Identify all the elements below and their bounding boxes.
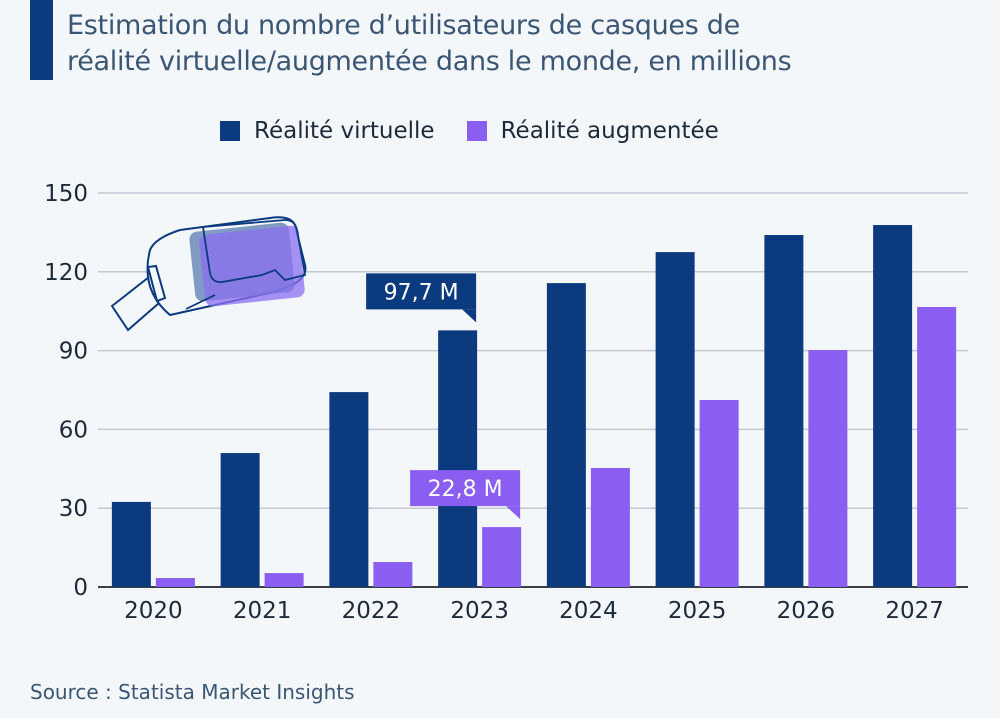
- y-tick-label: 30: [59, 496, 88, 522]
- x-tick-label: 2026: [777, 598, 836, 624]
- bar-vr-2021: [220, 453, 260, 587]
- callout-box: [366, 273, 477, 310]
- callout-pointer: [506, 506, 521, 520]
- callout-box: [410, 470, 521, 507]
- bar-ar-2027: [917, 306, 957, 587]
- bar-ar-2025: [699, 399, 739, 587]
- callout-label: 22,8 M: [428, 477, 503, 502]
- bar-vr-2024: [546, 283, 586, 587]
- chart-title-line-2: réalité virtuelle/augmentée dans le mond…: [67, 46, 792, 77]
- legend-swatch-ar: [466, 121, 487, 141]
- chart-title: Estimation du nombre d’utilisateurs de c…: [67, 8, 792, 80]
- callout-pointer: [462, 309, 477, 323]
- chart-title-line-1: Estimation du nombre d’utilisateurs de c…: [67, 10, 740, 41]
- bar-vr-2023: [438, 330, 478, 587]
- x-tick-label: 2020: [124, 598, 183, 624]
- x-tick-label: 2025: [668, 598, 727, 624]
- bar-ar-2026: [808, 350, 848, 587]
- bar-vr-2020: [111, 501, 151, 587]
- x-tick-label: 2021: [233, 598, 292, 624]
- x-tick-label: 2024: [559, 598, 618, 624]
- bar-ar-2020: [155, 578, 195, 587]
- x-tick-label: 2023: [450, 598, 509, 624]
- callout-label: 97,7 M: [384, 280, 459, 305]
- bar-ar-2024: [590, 468, 630, 587]
- y-tick-label: 0: [73, 575, 88, 601]
- y-tick-label: 120: [44, 260, 88, 286]
- bar-vr-2027: [873, 225, 913, 587]
- bar-vr-2022: [329, 392, 369, 587]
- legend-item-ar: Réalité augmentée: [466, 118, 719, 144]
- bar-vr-2026: [764, 235, 804, 587]
- data-callout: 22,8 M: [410, 470, 521, 520]
- bar-ar-2023: [482, 527, 522, 587]
- y-tick-label: 150: [44, 181, 88, 207]
- title-accent-bar: [30, 0, 53, 80]
- x-tick-label: 2027: [885, 598, 944, 624]
- legend-swatch-vr: [220, 121, 240, 141]
- legend-label-vr: Réalité virtuelle: [254, 118, 435, 144]
- bar-vr-2025: [655, 252, 695, 587]
- vr-headset-icon: [110, 216, 307, 332]
- bar-ar-2021: [264, 573, 304, 587]
- y-tick-label: 90: [59, 339, 88, 365]
- x-tick-label: 2022: [342, 598, 401, 624]
- y-tick-label: 60: [59, 417, 88, 443]
- data-callout: 97,7 M: [366, 273, 477, 323]
- source-note: Source : Statista Market Insights: [30, 680, 355, 704]
- legend: Réalité virtuelle Réalité augmentée: [220, 118, 719, 144]
- legend-item-vr: Réalité virtuelle: [220, 118, 435, 144]
- bar-ar-2022: [373, 562, 413, 587]
- legend-label-ar: Réalité augmentée: [500, 118, 719, 144]
